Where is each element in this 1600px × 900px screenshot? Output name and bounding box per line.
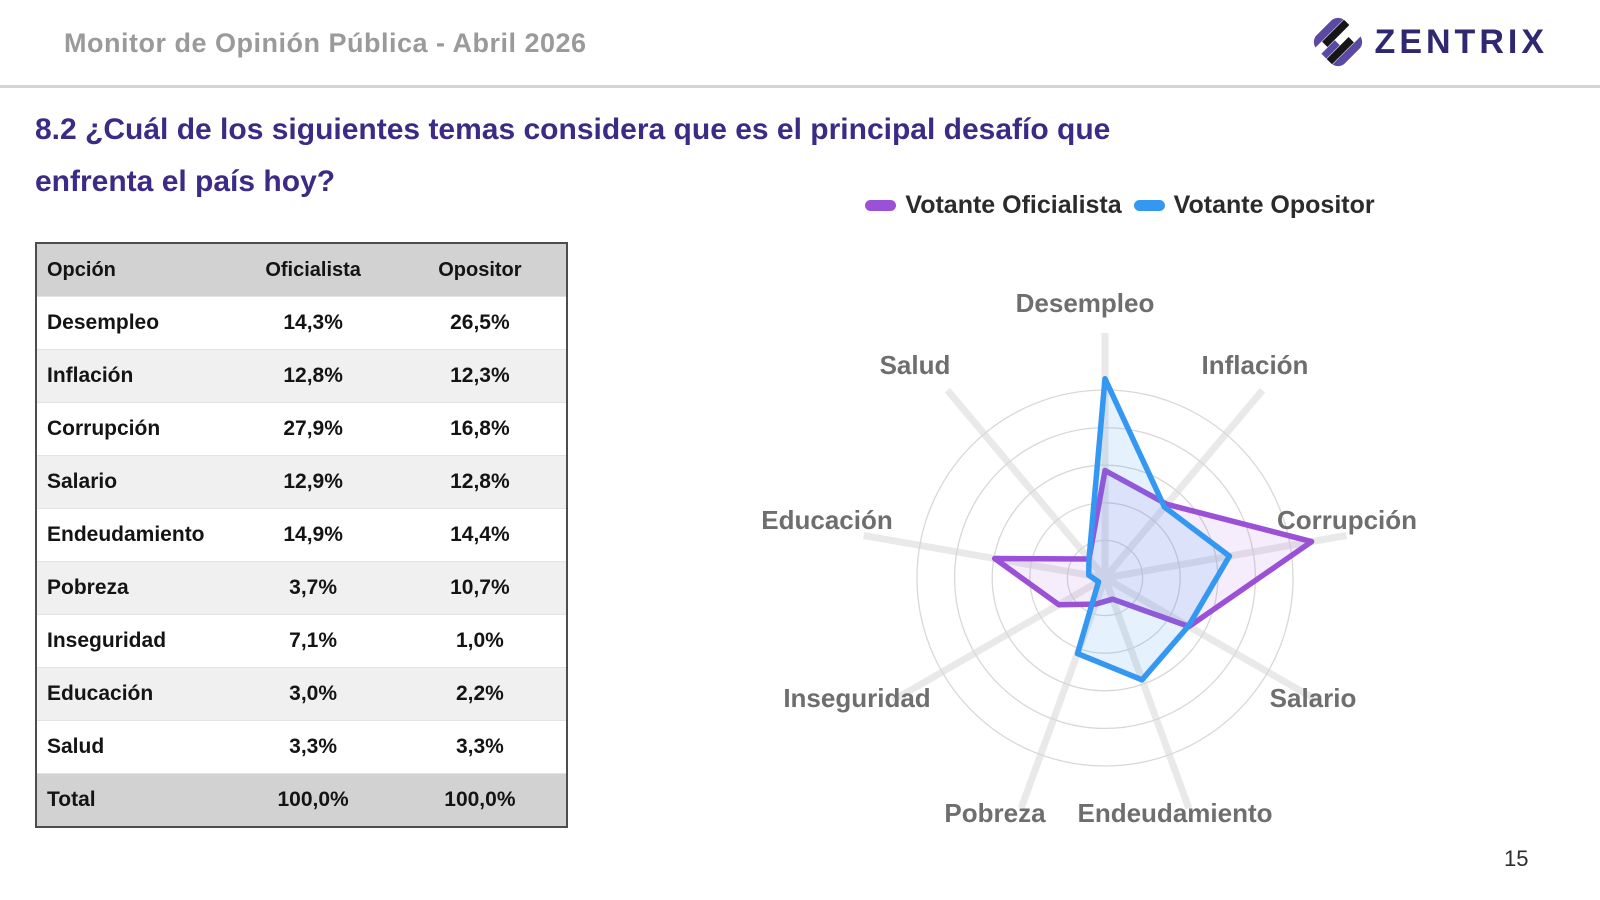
radar-spoke (891, 574, 1107, 704)
value-cell: 14,3% (232, 296, 392, 350)
value-cell: 27,9% (232, 402, 392, 456)
value-cell: 12,8% (391, 455, 567, 509)
option-cell: Total (36, 773, 233, 827)
header-bar: Monitor de Opinión Pública - Abril 2026 (0, 0, 1600, 88)
radar-series-oficialista (991, 467, 1315, 630)
table-row: Salud 3,3% 3,3% (36, 720, 567, 774)
option-cell: Salario (36, 455, 233, 509)
report-title: Monitor de Opinión Pública - Abril 2026 (64, 28, 587, 58)
radar-axis-label: Corrupción (1277, 505, 1417, 535)
option-cell: Desempleo (36, 296, 233, 350)
radar-axis-label: Endeudamiento (1077, 798, 1272, 828)
option-cell: Endeudamiento (36, 508, 233, 562)
value-cell: 10,7% (391, 561, 567, 615)
value-cell: 26,5% (391, 296, 567, 350)
radar-spoke (1103, 574, 1319, 704)
option-cell: Salud (36, 720, 233, 774)
table-row: Corrupción 27,9% 16,8% (36, 402, 567, 456)
results-table-body: Desempleo 14,3% 26,5% Inflación 12,8% 12,3% Co… (36, 296, 567, 827)
radar-axis-label: Salario (1270, 683, 1357, 713)
table-row: Educación 3,0% 2,2% (36, 667, 567, 721)
legend-swatch-opositor (1133, 199, 1165, 211)
legend-swatch-oficialista (865, 199, 897, 211)
radar-ring (1029, 502, 1181, 654)
value-cell: 14,4% (391, 508, 567, 562)
radar-spoke (863, 532, 1106, 582)
radar-series (991, 375, 1315, 683)
radar-chart: Desempleo Inflación Corrupción Salario Endeu… (761, 288, 1417, 828)
legend-item: Votante Opositor (1133, 190, 1375, 220)
table-row: Inseguridad 7,1% 1,0% (36, 614, 567, 668)
value-cell: 12,9% (232, 455, 392, 509)
value-cell: 3,3% (391, 720, 567, 774)
zentrix-logo-icon (1309, 13, 1366, 71)
value-cell: 7,1% (232, 614, 392, 668)
column-header-opositor: Opositor (391, 243, 567, 297)
radar-spoke (944, 388, 1108, 581)
value-cell: 14,9% (232, 508, 392, 562)
radar-spoke (1102, 388, 1266, 581)
results-table: Opción Oficialista Opositor Desempleo 14,… (35, 242, 568, 828)
radar-axis-label: Pobreza (944, 798, 1046, 828)
column-header-option: Opción (36, 243, 233, 297)
option-cell: Inflación (36, 349, 233, 403)
value-cell: 12,3% (391, 349, 567, 403)
option-cell: Corrupción (36, 402, 233, 456)
radar-axis-label: Salud (880, 350, 951, 380)
value-cell: 3,3% (232, 720, 392, 774)
option-cell: Pobreza (36, 561, 233, 615)
table-header-row: Opción Oficialista Opositor (36, 243, 567, 297)
table-row: Salario 12,9% 12,8% (36, 455, 567, 509)
radar-spoke (1101, 576, 1193, 810)
chart-legend: Votante Oficialista Votante Opositor (760, 186, 1480, 224)
table-row: Inflación 12,8% 12,3% (36, 349, 567, 403)
radar-axis-label: Inflación (1202, 350, 1309, 380)
radar-ring (1066, 539, 1144, 617)
table-total-row: Total 100,0% 100,0% (36, 773, 567, 827)
page-number: 15 (1504, 846, 1529, 871)
table-row: Desempleo 14,3% 26,5% (36, 296, 567, 350)
value-cell: 12,8% (232, 349, 392, 403)
value-cell: 100,0% (391, 773, 567, 827)
column-header-oficialista: Oficialista (232, 243, 392, 297)
question-title-line1: 8.2 ¿Cuál de los siguientes temas consid… (35, 113, 1111, 146)
value-cell: 1,0% (391, 614, 567, 668)
legend-label: Votante Opositor (1173, 190, 1375, 219)
value-cell: 100,0% (232, 773, 392, 827)
value-cell: 16,8% (391, 402, 567, 456)
radar-axis-label: Educación (761, 505, 892, 535)
radar-axis-labels: Desempleo Inflación Corrupción Salario Endeu… (761, 288, 1417, 828)
value-cell: 3,7% (232, 561, 392, 615)
value-cell: 3,0% (232, 667, 392, 721)
legend-label: Votante Oficialista (905, 190, 1122, 219)
option-cell: Inseguridad (36, 614, 233, 668)
brand-name: ZENTRIX (1374, 22, 1548, 61)
question-title: 8.2 ¿Cuál de los siguientes temas consid… (35, 104, 1455, 208)
value-cell: 2,2% (391, 667, 567, 721)
question-title-line2: enfrenta el país hoy? (35, 165, 336, 198)
option-cell: Educación (36, 667, 233, 721)
radar-axis-label: Desempleo (1016, 288, 1155, 318)
legend-item: Votante Oficialista (865, 190, 1122, 220)
table-row: Pobreza 3,7% 10,7% (36, 561, 567, 615)
results-table-container: Opción Oficialista Opositor Desempleo 14,… (35, 242, 568, 828)
brand-logo: ZENTRIX (1309, 12, 1548, 72)
radar-axis-label: Inseguridad (783, 683, 930, 713)
radar-series-opositor (1074, 375, 1233, 683)
table-row: Endeudamiento 14,9% 14,4% (36, 508, 567, 562)
